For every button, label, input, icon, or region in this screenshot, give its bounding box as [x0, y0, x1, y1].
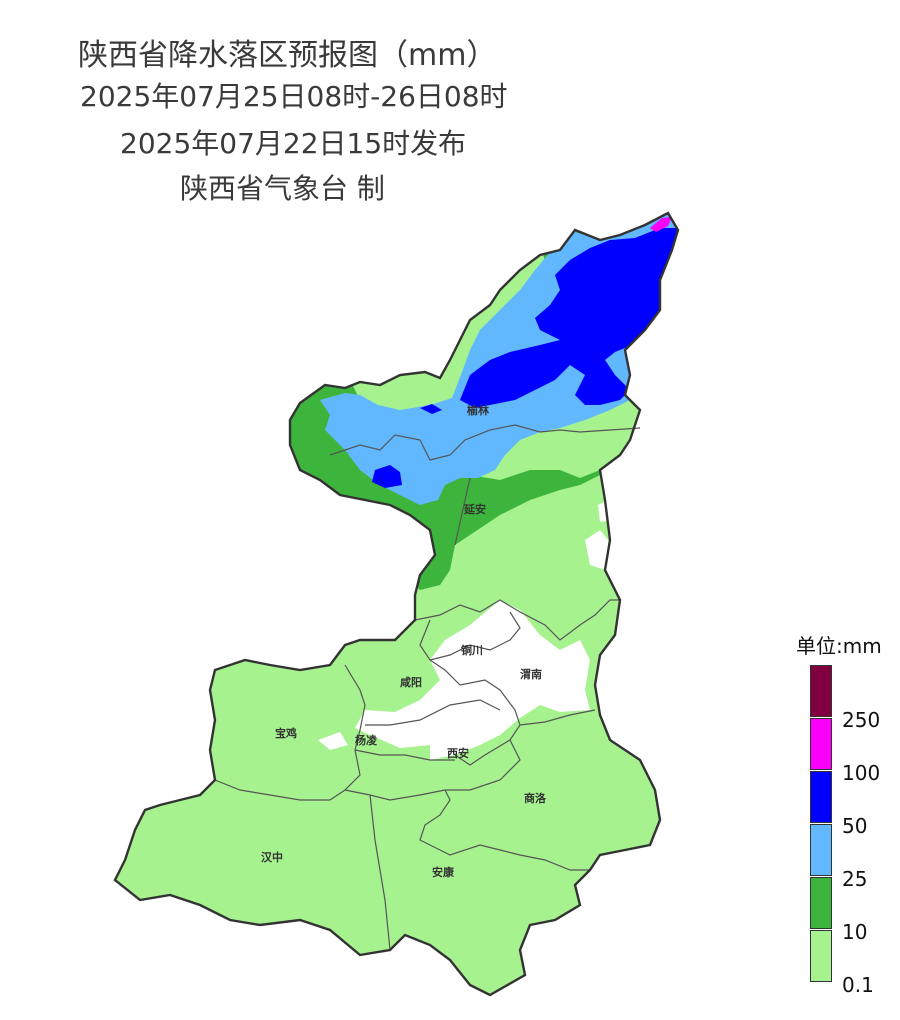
legend-label-100: 100	[842, 761, 881, 785]
legend-label-0.1: 0.1	[842, 973, 874, 997]
rain-band-50-100-patch	[372, 465, 402, 488]
legend-label-25: 25	[842, 867, 868, 891]
legend-swatch-100-250	[810, 718, 832, 770]
rain-bands	[280, 213, 678, 760]
rain-band-100-250	[650, 217, 672, 232]
legend-unit: 单位:mm	[796, 634, 882, 658]
city-label-baoji: 宝鸡	[275, 726, 297, 740]
map-title-block: 陕西省降水落区预报图（mm） 2025年07月25日08时-26日08时 202…	[0, 0, 900, 210]
city-label-weinan: 渭南	[520, 667, 542, 681]
forecast-period: 2025年07月25日08时-26日08时	[80, 80, 508, 113]
city-label-hanzhong: 汉中	[261, 850, 283, 864]
city-label-tongchuan: 铜川	[460, 643, 483, 657]
no-rain-area	[355, 600, 590, 760]
legend-swatch-10-25	[810, 877, 832, 929]
legend-swatch-250-plus	[810, 665, 832, 717]
issue-time: 2025年07月22日15时发布	[120, 127, 467, 160]
city-label-shangluo: 商洛	[524, 791, 547, 805]
no-rain-patch	[585, 530, 612, 570]
legend-label-10: 10	[842, 920, 868, 944]
legend-swatch-50-100	[810, 771, 832, 823]
rain-band-50-100	[460, 228, 678, 408]
rain-band-50-100-patch	[420, 404, 442, 414]
legend: 单位:mm 250 100 50 25 10 0.1	[790, 630, 900, 1010]
city-label-yangling: 杨凌	[355, 733, 378, 747]
city-boundaries	[214, 424, 641, 951]
issuer: 陕西省气象台 制	[180, 172, 385, 205]
city-label-xian: 西安	[447, 746, 469, 760]
legend-swatch-25-50	[810, 824, 832, 876]
map-title: 陕西省降水落区预报图（mm）	[78, 38, 497, 73]
city-labels: 榆林 延安 铜川 渭南 咸阳 宝鸡 杨凌 西安 商洛 汉中 安康	[261, 403, 547, 879]
city-label-yulin: 榆林	[467, 403, 489, 417]
city-label-xianyang: 咸阳	[400, 675, 422, 689]
legend-swatch-0.1-10	[810, 930, 832, 982]
legend-label-50: 50	[842, 814, 868, 838]
legend-label-250: 250	[842, 708, 881, 732]
city-label-yanan: 延安	[463, 502, 486, 516]
city-label-ankang: 安康	[432, 865, 455, 879]
no-rain-patch	[318, 732, 348, 750]
